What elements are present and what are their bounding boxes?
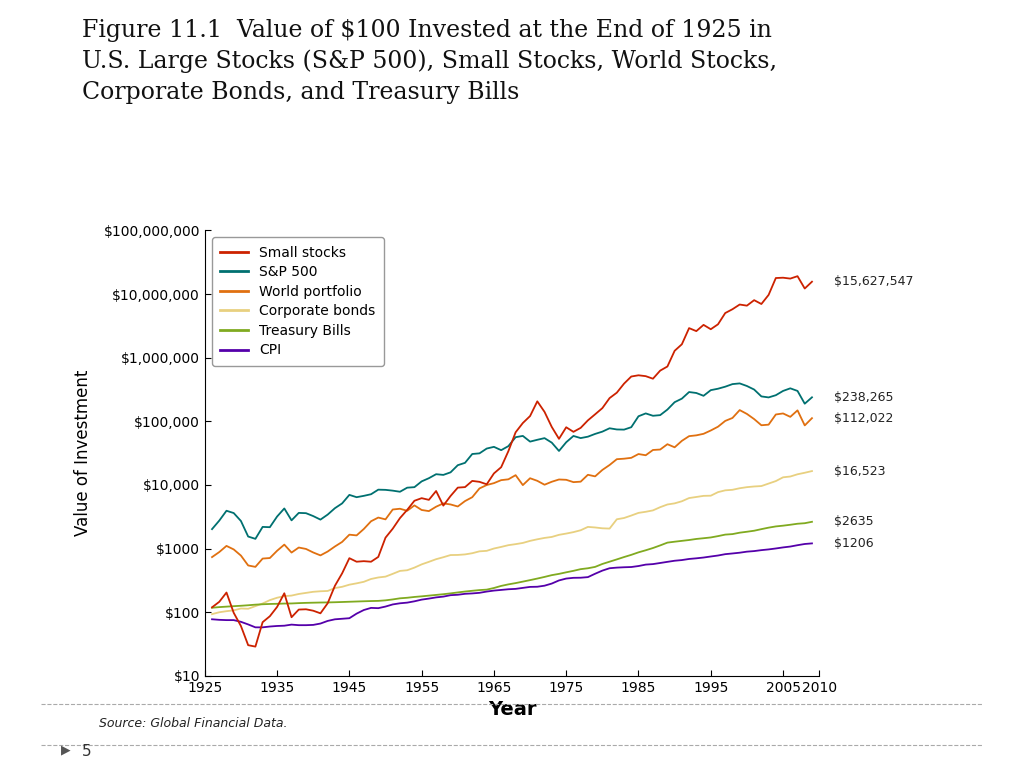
Text: U.S. Large Stocks (S&P 500), Small Stocks, World Stocks,: U.S. Large Stocks (S&P 500), Small Stock…: [82, 50, 777, 74]
Text: 5: 5: [82, 743, 91, 759]
Legend: Small stocks, S&P 500, World portfolio, Corporate bonds, Treasury Bills, CPI: Small stocks, S&P 500, World portfolio, …: [212, 237, 384, 366]
Text: $16,523: $16,523: [834, 465, 885, 478]
Text: $238,265: $238,265: [834, 391, 893, 404]
Y-axis label: Value of Investment: Value of Investment: [75, 370, 92, 536]
Text: ▶: ▶: [61, 743, 71, 756]
Text: Figure 11.1  Value of $100 Invested at the End of 1925 in: Figure 11.1 Value of $100 Invested at th…: [82, 19, 772, 42]
X-axis label: Year: Year: [487, 700, 537, 720]
Text: Corporate Bonds, and Treasury Bills: Corporate Bonds, and Treasury Bills: [82, 81, 519, 104]
Text: $2635: $2635: [834, 515, 873, 528]
Text: Source: Global Financial Data.: Source: Global Financial Data.: [99, 717, 288, 730]
Text: $15,627,547: $15,627,547: [834, 275, 913, 288]
Text: $112,022: $112,022: [834, 412, 893, 425]
Text: $1206: $1206: [834, 537, 873, 550]
